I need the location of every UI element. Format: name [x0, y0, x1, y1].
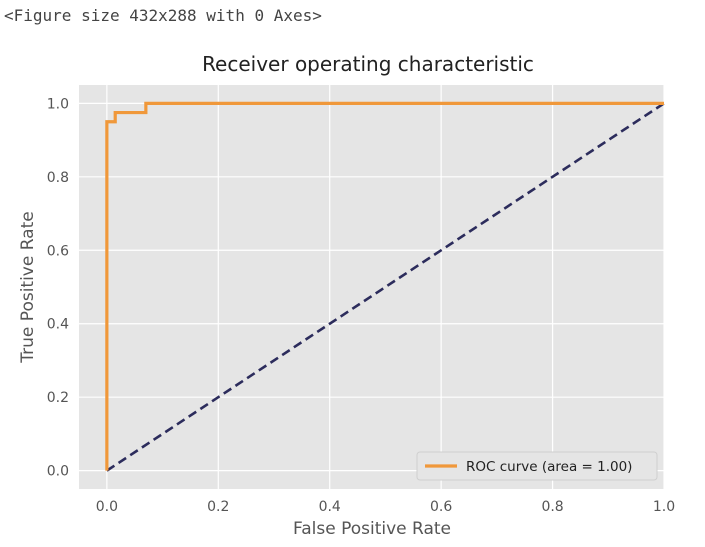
x-tick-label: 0.6 [430, 499, 452, 515]
x-axis-label: False Positive Rate [293, 519, 451, 539]
y-tick-label: 0.0 [47, 464, 69, 480]
figure-size-text: <Figure size 432x288 with 0 Axes> [4, 6, 322, 25]
x-tick-label: 1.0 [653, 499, 675, 515]
plot-background [79, 85, 664, 489]
roc-curve-line [105, 101, 664, 471]
data-lines [105, 101, 665, 472]
y-tick-label: 0.6 [47, 243, 69, 259]
x-tick-label: 0.4 [319, 499, 341, 515]
tick-labels: 0.0 0.2 0.4 0.6 0.8 1.0 0.0 0.2 0.4 0.6 0.8 1.0 [47, 96, 675, 515]
grid-lines [79, 85, 665, 489]
x-tick-label: 0.8 [541, 499, 563, 515]
y-tick-label: 0.8 [47, 170, 69, 186]
x-tick-label: 0.2 [207, 499, 229, 515]
y-axis-label: True Positive Rate [18, 211, 38, 363]
legend: ROC curve (area = 1.00) [416, 451, 658, 481]
legend-label: ROC curve (area = 1.00) [466, 459, 632, 475]
legend-box [416, 451, 658, 481]
y-tick-label: 0.4 [47, 317, 69, 333]
y-tick-label: 0.2 [47, 390, 69, 406]
x-tick-label: 0.0 [96, 499, 118, 515]
chart-title: Receiver operating characteristic [202, 52, 534, 76]
y-tick-label: 1.0 [47, 96, 69, 112]
